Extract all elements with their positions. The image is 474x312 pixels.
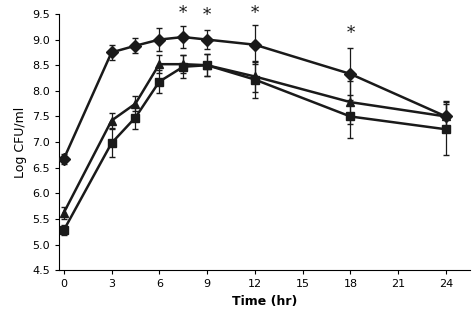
Text: *: * [251,5,259,22]
X-axis label: Time (hr): Time (hr) [232,295,297,308]
Text: *: * [203,7,211,24]
Text: *: * [346,25,355,42]
Text: *: * [179,5,187,22]
Y-axis label: Log CFU/ml: Log CFU/ml [14,106,27,178]
